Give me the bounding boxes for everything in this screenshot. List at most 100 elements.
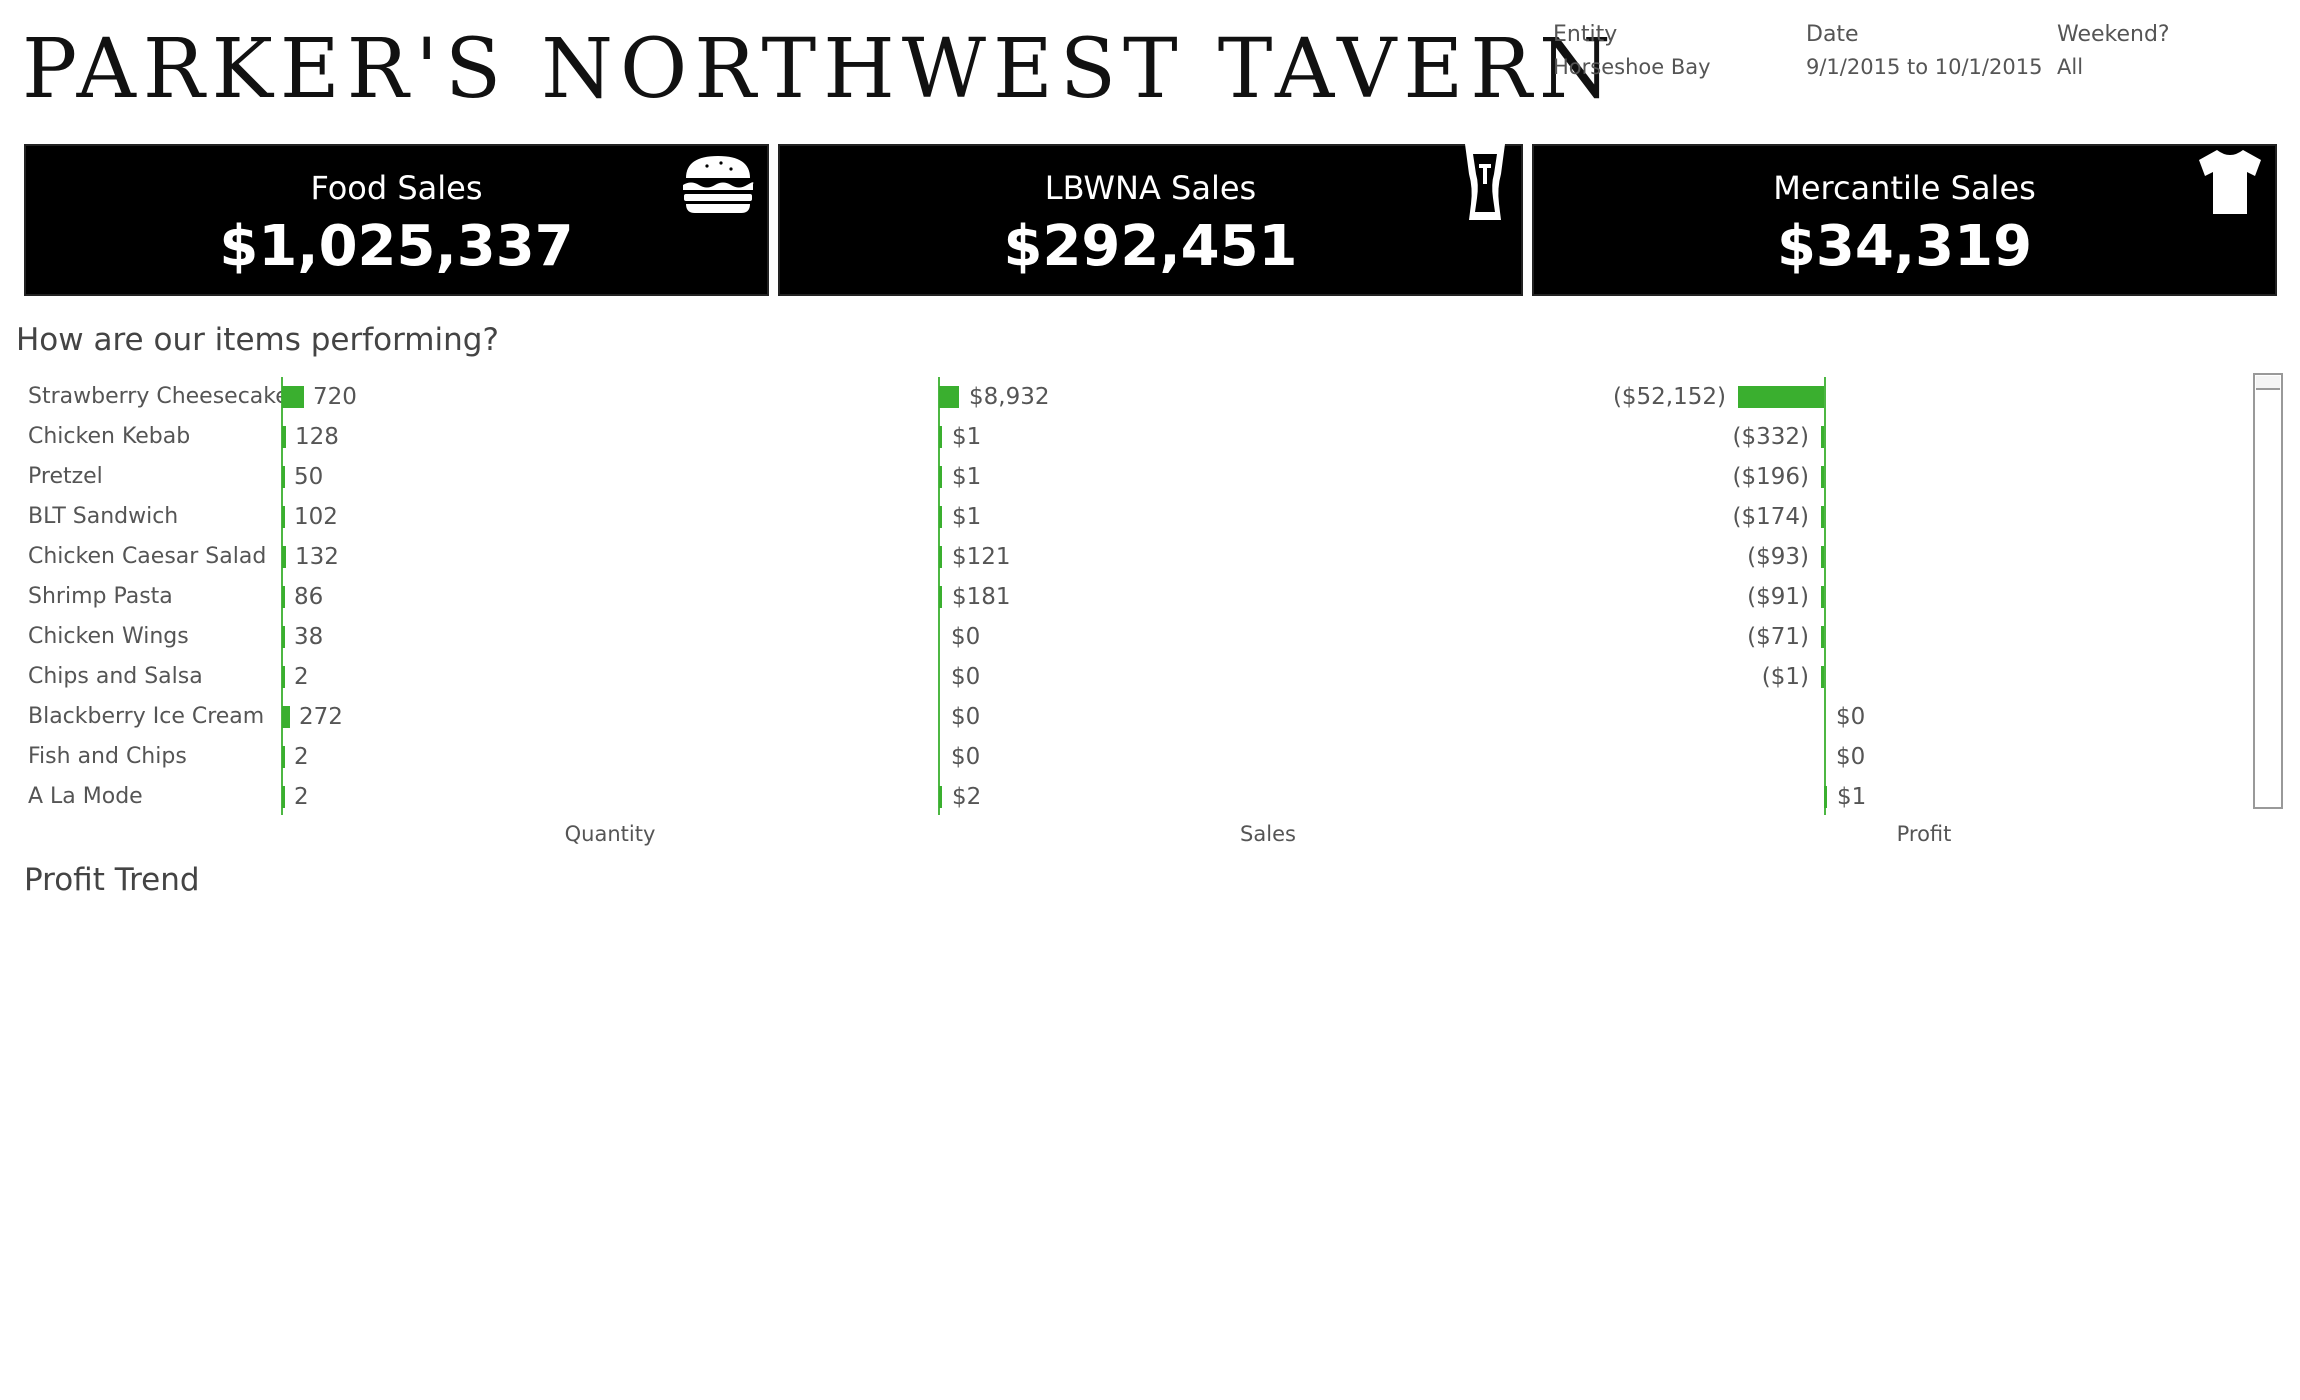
profit-bar [1821,626,1824,648]
lbwna-sales-value: $292,451 [1003,214,1298,279]
food-sales-label: Food Sales [310,169,483,207]
weekend-filter-value[interactable]: All [2057,55,2084,79]
date-filter-value[interactable]: 9/1/2015 to 10/1/2015 [1806,55,2043,79]
item-name: A La Mode [28,784,143,809]
weekend-filter[interactable]: Weekend? All [2057,20,2170,82]
quantity-bar [282,706,290,728]
quantity-bar [282,786,285,808]
table-row[interactable]: A La Mode 2 $2 $1 [0,777,2270,817]
profit-bar [1821,586,1824,608]
item-name: Shrimp Pasta [28,584,173,609]
table-row[interactable]: Chicken Kebab 128 $1 ($332) [0,417,2270,457]
sales-value: $8,932 [969,384,1050,410]
profit-value: $1 [1837,784,1867,810]
food-sales-value: $1,025,337 [219,214,574,279]
profit-bar [1738,386,1824,408]
sales-bar [939,386,959,408]
mercantile-sales-label: Mercantile Sales [1773,169,2036,207]
scrollbar-thumb[interactable] [2256,376,2280,390]
sales-value: $2 [952,784,982,810]
quantity-bar [282,546,286,568]
dashboard-title: Parker's Northwest Tavern [22,22,1618,117]
sales-bar [939,586,942,608]
sales-bar [939,546,942,568]
quantity-bar [282,626,285,648]
sales-value: $121 [952,544,1011,570]
sales-column-label: Sales [1240,822,1296,846]
item-performance-table: Strawberry Cheesecake 720 $8,932 ($52,152) C… [0,370,2300,860]
performance-section-title: How are our items performing? [16,322,499,358]
quantity-value: 128 [295,424,339,450]
item-name: Blackberry Ice Cream [28,704,265,729]
table-row[interactable]: Shrimp Pasta 86 $181 ($91) [0,577,2270,617]
item-name: BLT Sandwich [28,504,179,529]
beer-glass-icon [1461,142,1509,226]
quantity-bar [282,466,285,488]
profit-value: ($332) [1732,424,1809,450]
quantity-value: 102 [294,504,338,530]
quantity-bar [282,586,285,608]
quantity-value: 2 [294,664,309,690]
quantity-value: 132 [295,544,339,570]
item-name: Chicken Caesar Salad [28,544,267,569]
tshirt-icon [2197,146,2263,220]
food-sales-card[interactable]: Food Sales $1,025,337 [24,144,769,296]
profit-value: ($174) [1732,504,1809,530]
item-name: Strawberry Cheesecake [28,384,289,409]
sales-bar [939,506,942,528]
profit-value: ($196) [1732,464,1809,490]
sales-bar [939,786,942,808]
sales-value: $0 [951,744,981,770]
profit-bar [1821,546,1824,568]
table-row[interactable]: BLT Sandwich 102 $1 ($174) [0,497,2270,537]
date-filter[interactable]: Date 9/1/2015 to 10/1/2015 [1806,20,2042,82]
quantity-value: 50 [294,464,324,490]
quantity-bar [282,506,285,528]
quantity-value: 720 [313,384,357,410]
entity-filter-value[interactable]: Horseshoe Bay [1553,55,1711,79]
profit-value: ($71) [1747,624,1809,650]
date-filter-label: Date [1806,22,1859,47]
profit-bar [1821,506,1824,528]
lbwna-sales-card[interactable]: LBWNA Sales $292,451 [778,144,1523,296]
sales-value: $1 [952,464,982,490]
quantity-bar [282,426,286,448]
sales-bar [939,466,942,488]
mercantile-sales-card[interactable]: Mercantile Sales $34,319 [1532,144,2277,296]
item-name: Fish and Chips [28,744,187,769]
quantity-value: 272 [299,704,343,730]
mercantile-sales-value: $34,319 [1776,214,2033,279]
table-row[interactable]: Blackberry Ice Cream 272 $0 $0 [0,697,2270,737]
entity-filter[interactable]: Entity Horseshoe Bay [1553,20,1711,82]
profit-value: ($1) [1761,664,1809,690]
sales-value: $0 [951,624,981,650]
item-name: Chicken Wings [28,624,189,649]
sales-value: $0 [951,664,981,690]
item-name: Chicken Kebab [28,424,191,449]
profit-column-label: Profit [1896,822,1952,846]
table-row[interactable]: Strawberry Cheesecake 720 $8,932 ($52,152) [0,377,2270,417]
quantity-value: 86 [294,584,324,610]
filter-bar: Entity Horseshoe Bay Date 9/1/2015 to 10… [0,20,2300,90]
quantity-column-label: Quantity [564,822,656,846]
quantity-axis [281,377,283,815]
table-row[interactable]: Chips and Salsa 2 $0 ($1) [0,657,2270,697]
table-row[interactable]: Chicken Wings 38 $0 ($71) [0,617,2270,657]
item-name: Pretzel [28,464,103,489]
quantity-value: 2 [294,744,309,770]
sales-bar [939,426,942,448]
profit-bar [1821,426,1824,448]
table-row[interactable]: Pretzel 50 $1 ($196) [0,457,2270,497]
quantity-bar [282,386,304,408]
entity-filter-label: Entity [1553,22,1618,47]
profit-axis [1824,377,1826,815]
item-name: Chips and Salsa [28,664,203,689]
burger-icon [681,152,755,220]
profit-bar [1821,666,1824,688]
quantity-value: 2 [294,784,309,810]
item-table-scrollbar[interactable] [2253,373,2283,809]
sales-value: $181 [952,584,1011,610]
table-row[interactable]: Fish and Chips 2 $0 $0 [0,737,2270,777]
table-row[interactable]: Chicken Caesar Salad 132 $121 ($93) [0,537,2270,577]
profit-value: $0 [1836,704,1866,730]
